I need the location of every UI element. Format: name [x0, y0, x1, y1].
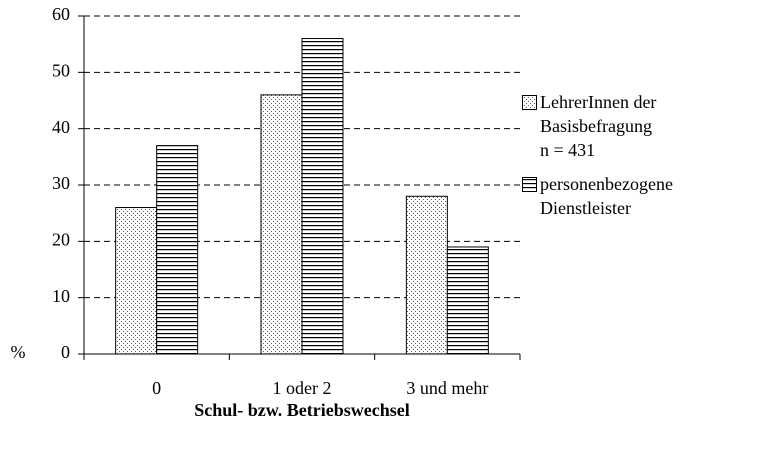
y-tick-label: 50 — [52, 60, 70, 80]
bar — [260, 94, 303, 355]
bar — [405, 195, 448, 355]
legend-label: LehrerInnen der Basisbefragung n = 431 — [540, 92, 657, 160]
y-tick-label: 0 — [61, 342, 70, 362]
x-axis-label: Schul- bzw. Betriebswechsel — [194, 400, 410, 420]
legend-swatch — [522, 177, 537, 192]
y-tick-label: 30 — [52, 173, 70, 193]
x-tick-label: 0 — [152, 378, 161, 398]
legend-swatch — [522, 95, 537, 110]
bar — [446, 246, 489, 355]
bar — [156, 145, 199, 355]
bar — [115, 207, 158, 355]
y-tick-label: 40 — [52, 117, 70, 137]
bar — [301, 38, 344, 355]
legend-label: personenbezogene Dienstleister — [540, 174, 673, 218]
y-tick-label: 60 — [52, 4, 70, 24]
x-tick-label: 3 und mehr — [406, 378, 488, 398]
x-tick-label: 1 oder 2 — [273, 378, 332, 398]
y-tick-label: 20 — [52, 229, 70, 249]
y-tick-label: 10 — [52, 286, 70, 306]
y-axis-label: % — [11, 342, 26, 362]
